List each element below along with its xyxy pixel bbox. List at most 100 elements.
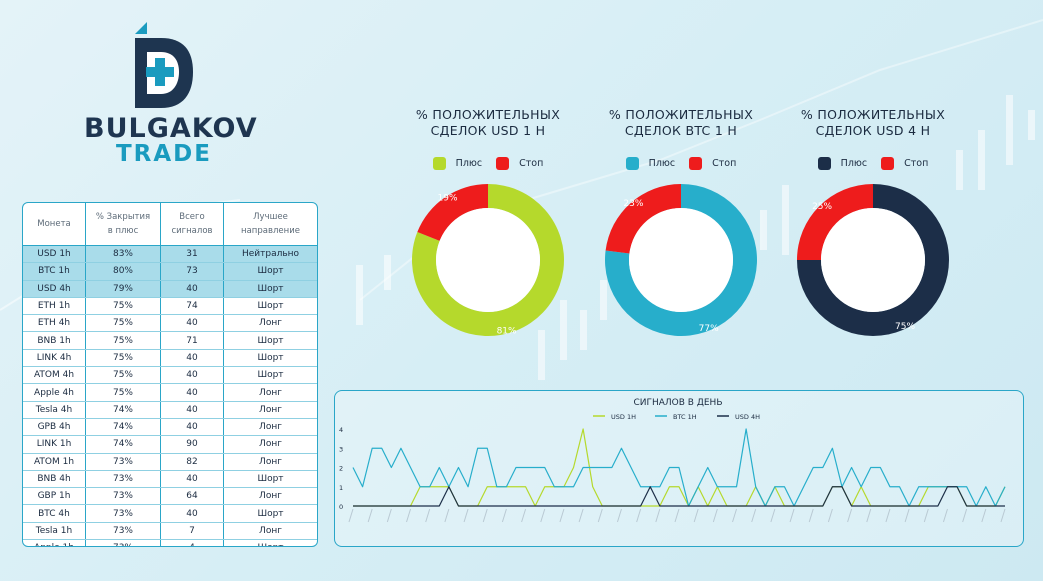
cell-dir: Лонг [223, 314, 317, 333]
cell-dir: Шорт [223, 280, 317, 298]
x-tick [770, 508, 776, 523]
donut-slice-stop [797, 184, 873, 260]
legend-item: Плюс [817, 157, 867, 170]
x-tick [1000, 508, 1006, 523]
cell-coin: LINK 1h [23, 435, 86, 454]
x-tick [962, 508, 968, 523]
legend-label: BTC 1H [673, 413, 697, 421]
donut-title: % ПОЛОЖИТЕЛЬНЫХ СДЕЛОК USD 4 H [800, 107, 946, 138]
x-tick [540, 508, 546, 523]
cell-dir: Шорт [223, 470, 317, 489]
cell-dir: Лонг [223, 435, 317, 454]
y-tick-label: 0 [339, 503, 343, 511]
cell-pct: 74% [85, 401, 161, 419]
table-row: Apple 4h 75% 40 Лонг [23, 383, 317, 402]
cell-coin: USD 1h [23, 245, 86, 264]
header-direction: Лучшее направление [223, 203, 317, 246]
cell-dir: Лонг [223, 418, 317, 437]
signals-line-chart: СИГНАЛОВ В ДЕНЬ USD 1H BTC 1H USD 4H 0 1 2 3 4 [339, 398, 1006, 523]
cell-signals: 73 [160, 262, 224, 281]
cell-signals: 90 [160, 435, 224, 454]
table-row: ETH 4h 75% 40 Лонг [23, 314, 317, 333]
cell-coin: GPB 4h [23, 418, 86, 437]
legend-item: Плюс [432, 157, 482, 170]
cell-dir: Шорт [223, 504, 317, 523]
table-row: ATOM 1h 73% 82 Лонг [23, 453, 317, 471]
x-tick [597, 508, 603, 523]
donut-chart: 75% 25% [797, 184, 949, 336]
cell-coin: Apple 4h [23, 383, 86, 402]
cell-pct: 73% [85, 504, 161, 523]
donut-chart: 77% 23% [605, 184, 757, 336]
table-row: ETH 1h 75% 74 Шорт [23, 297, 317, 316]
stats-table: Монета % Закрытия в плюс Всего сигналов Лу… [22, 202, 318, 547]
x-tick [885, 508, 891, 523]
logo-text-top: BULGAKOV [84, 113, 258, 144]
donut-legend: Плюс Стоп [403, 157, 573, 170]
x-tick [789, 508, 795, 523]
table-header-row: Монета % Закрытия в плюс Всего сигналов Лу… [23, 203, 317, 246]
cell-pct: 75% [85, 383, 161, 402]
cell-coin: BNB 1h [23, 331, 86, 350]
x-tick [827, 508, 833, 523]
cell-pct: 75% [85, 349, 161, 368]
cell-pct: 73% [85, 522, 161, 541]
table-row: Tesla 1h 73% 7 Лонг [23, 522, 317, 541]
table-row: GPB 4h 74% 40 Лонг [23, 418, 317, 437]
cell-signals: 40 [160, 504, 224, 523]
x-tick [578, 508, 584, 523]
table-row: Tesla 4h 74% 40 Лонг [23, 401, 317, 419]
x-tick [923, 508, 929, 523]
donut-label-plus: 77% [699, 324, 719, 334]
cell-pct: 73% [85, 539, 161, 546]
cell-signals: 74 [160, 297, 224, 316]
donut-slice-plus [797, 184, 949, 336]
donut-legend: Плюс Стоп [788, 157, 958, 170]
cell-signals: 40 [160, 280, 224, 298]
cell-signals: 31 [160, 245, 224, 264]
cell-pct: 74% [85, 418, 161, 437]
x-tick [501, 508, 507, 523]
cell-dir: Шорт [223, 349, 317, 368]
cell-signals: 40 [160, 383, 224, 402]
cell-pct: 79% [85, 280, 161, 298]
donut-slice-stop [417, 184, 488, 241]
y-tick-label: 1 [339, 484, 343, 492]
x-tick [751, 508, 757, 523]
legend-label: USD 4H [735, 413, 760, 421]
table-row: USD 4h 79% 40 Шорт [23, 280, 317, 298]
cell-pct: 75% [85, 331, 161, 350]
cell-coin: BTC 1h [23, 262, 86, 281]
cell-coin: Tesla 1h [23, 522, 86, 541]
cell-pct: 75% [85, 297, 161, 316]
table-row: BTC 4h 73% 40 Шорт [23, 504, 317, 523]
table-row: LINK 4h 75% 40 Шорт [23, 349, 317, 368]
y-tick-label: 3 [339, 445, 343, 453]
donut-title: % ПОЛОЖИТЕЛЬНЫХ СДЕЛОК BTC 1 H [608, 107, 754, 138]
donut-label-plus: 75% [895, 322, 915, 332]
cell-dir: Лонг [223, 453, 317, 471]
cell-signals: 82 [160, 453, 224, 471]
cell-coin: ETH 1h [23, 297, 86, 316]
cell-signals: 40 [160, 349, 224, 368]
cell-signals: 71 [160, 331, 224, 350]
x-tick [655, 508, 661, 523]
donut-slice-plus [605, 184, 757, 336]
table-row: LINK 1h 74% 90 Лонг [23, 435, 317, 454]
cell-signals: 40 [160, 418, 224, 437]
legend-label: USD 1H [611, 413, 636, 421]
cell-dir: Лонг [223, 487, 317, 506]
donut-usd-1h: % ПОЛОЖИТЕЛЬНЫХ СДЕЛОК USD 1 H Плюс Стоп … [403, 107, 573, 338]
table-row: BNB 1h 75% 71 Шорт [23, 331, 317, 350]
legend-item: Стоп [881, 157, 928, 170]
cell-dir: Шорт [223, 297, 317, 316]
cell-dir: Шорт [223, 539, 317, 546]
cell-coin: Tesla 4h [23, 401, 86, 419]
table-row: BTC 1h 80% 73 Шорт [23, 262, 317, 281]
donut-label-stop: 23% [623, 199, 643, 209]
series-line [353, 486, 1005, 507]
cell-dir: Шорт [223, 366, 317, 385]
donut-slice-stop [605, 184, 681, 254]
cell-dir: Шорт [223, 262, 317, 281]
